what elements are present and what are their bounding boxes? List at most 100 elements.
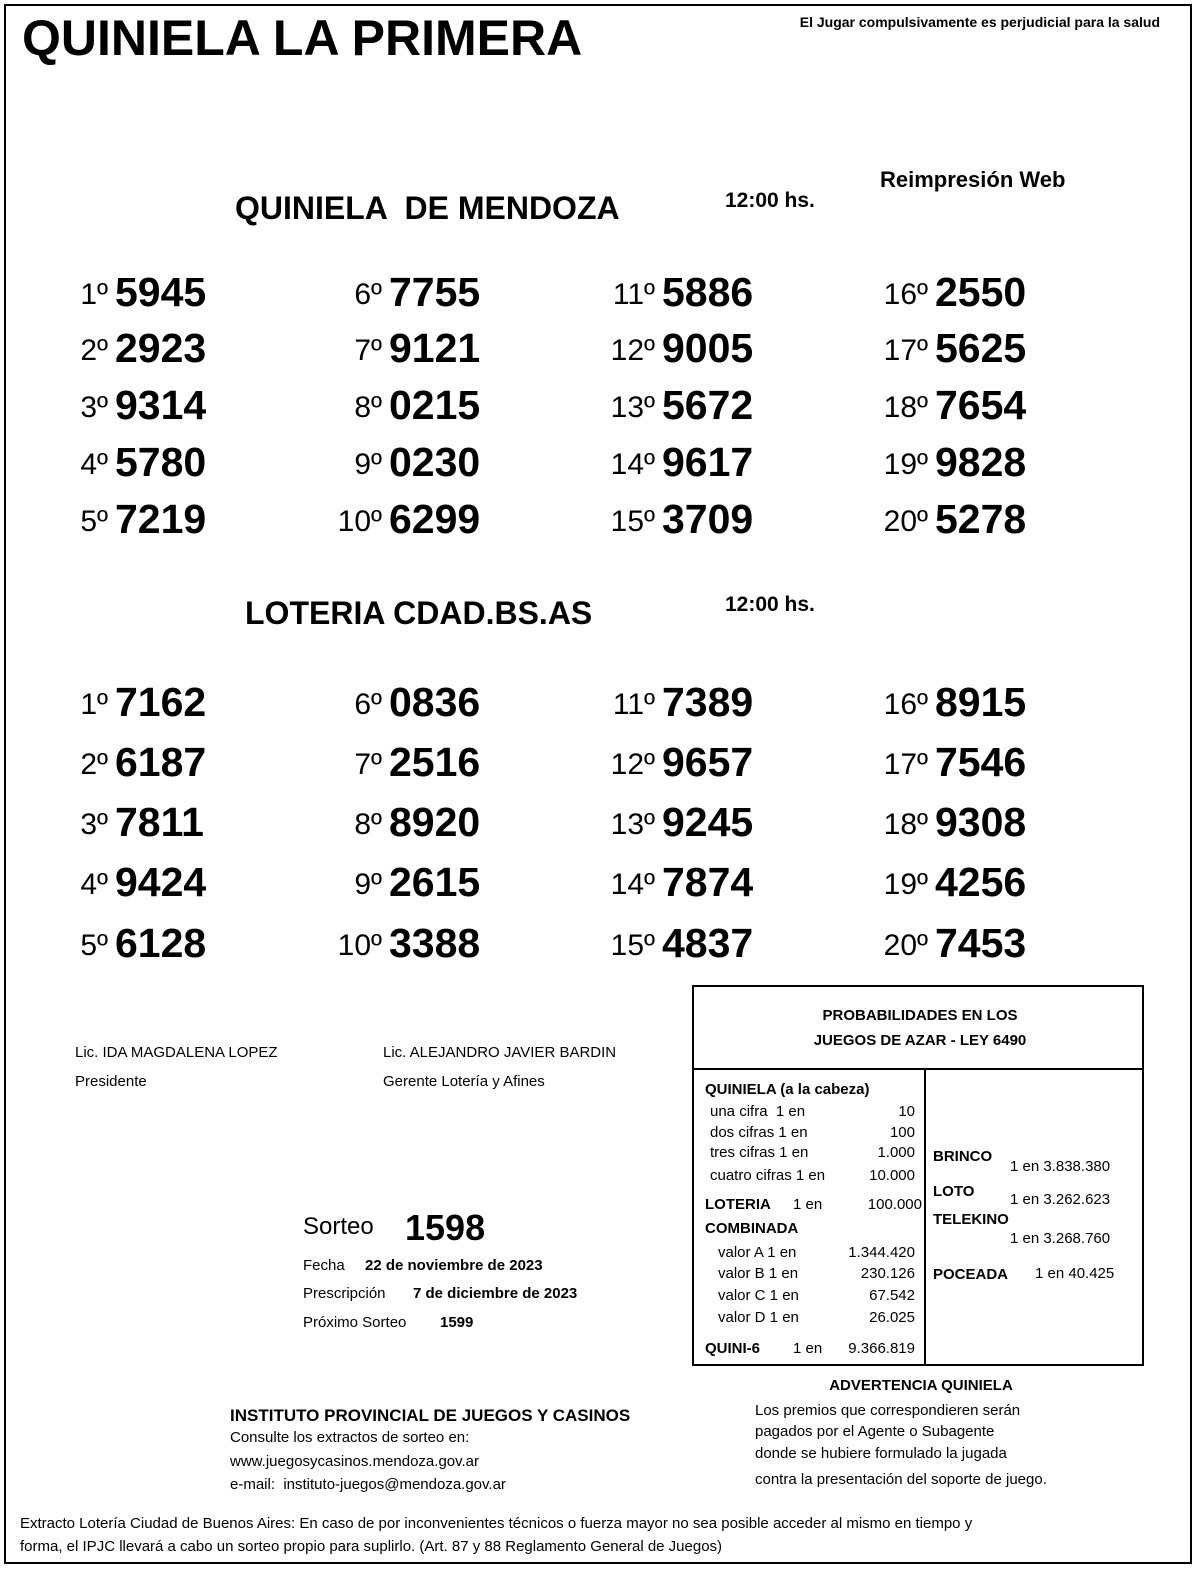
odds-value: 230.126 (860, 1265, 915, 1282)
probabilities-box (692, 985, 1144, 1366)
result-number: 5886 (662, 269, 754, 316)
result-position: 4º (80, 448, 108, 481)
result-number: 5945 (115, 269, 207, 316)
probabilities-title: JUEGOS DE AZAR - LEY 6490 (813, 1032, 1027, 1049)
result-number: 9245 (662, 799, 754, 846)
odds-value: 1 en 3.268.760 (1010, 1230, 1111, 1247)
date: 22 de noviembre de 2023 (365, 1257, 543, 1274)
result-number: 7389 (662, 679, 754, 726)
next-number: 1599 (440, 1314, 474, 1331)
result-number: 9308 (935, 799, 1027, 846)
result-number: 5625 (935, 325, 1027, 372)
result-position: 1º (80, 278, 108, 311)
game-label: BRINCO (933, 1148, 993, 1165)
odds-value: 10.000 (869, 1167, 915, 1184)
result-position: 20º (883, 929, 928, 962)
result-position: 17º (883, 334, 928, 367)
odds-label: tres cifras 1 en (710, 1144, 809, 1161)
institute-line: e-mail: instituto-juegos@mendoza.gov.ar (230, 1476, 506, 1493)
result-position: 18º (883, 808, 928, 841)
result-position: 16º (883, 278, 928, 311)
result-number: 0215 (389, 382, 481, 429)
result-number: 9424 (115, 859, 207, 906)
result-number: 0230 (389, 439, 481, 486)
footer-line: forma, el IPJC llevará a cabo un sorteo … (20, 1538, 723, 1555)
signature-role: Presidente (75, 1073, 147, 1090)
advertencia-line: pagados por el Agente o Subagente (755, 1423, 995, 1440)
result-number: 9828 (935, 439, 1027, 486)
odds-value: 1 en 3.838.380 (1010, 1158, 1111, 1175)
draw-name: QUINIELA DE MENDOZA (235, 189, 620, 226)
result-number: 2550 (935, 269, 1027, 316)
game-label: TELEKINO (933, 1211, 1009, 1228)
result-number: 7162 (115, 679, 207, 726)
result-position: 19º (883, 868, 928, 901)
page-border (4, 4, 1192, 1564)
result-number: 4837 (662, 920, 754, 967)
result-number: 0836 (389, 679, 481, 726)
result-position: 16º (883, 688, 928, 721)
result-position: 10º (337, 505, 382, 538)
sorteo-number: 1598 (405, 1207, 486, 1249)
odds-value: 1 en 3.262.623 (1010, 1191, 1111, 1208)
result-number: 7874 (662, 859, 754, 906)
result-position: 5º (80, 505, 108, 538)
odds-value: 1 en 40.425 (1035, 1265, 1115, 1282)
result-position: 13º (610, 808, 655, 841)
signature-name: Lic. IDA MAGDALENA LOPEZ (75, 1044, 278, 1061)
result-position: 3º (80, 391, 108, 424)
prescription-label: Prescripción (303, 1285, 386, 1302)
result-number: 4256 (935, 859, 1027, 906)
reprint-label: Reimpresión Web (880, 166, 1066, 192)
game-label: POCEADA (933, 1266, 1009, 1283)
odds-label: 1 en (793, 1196, 823, 1213)
institute-line: www.juegosycasinos.mendoza.gov.ar (230, 1453, 480, 1470)
odds-value: 100.000 (867, 1196, 922, 1213)
signature-name: Lic. ALEJANDRO JAVIER BARDIN (383, 1044, 617, 1061)
draw-time: 12:00 hs. (725, 593, 815, 617)
result-number: 5780 (115, 439, 207, 486)
result-position: 12º (610, 334, 655, 367)
result-position: 8º (354, 391, 382, 424)
result-position: 6º (354, 688, 382, 721)
institute-title: INSTITUTO PROVINCIAL DE JUEGOS Y CASINOS (230, 1405, 631, 1425)
result-position: 11º (612, 688, 655, 721)
game-label: QUINIELA (a la cabeza) (705, 1081, 870, 1098)
result-number: 6128 (115, 920, 207, 967)
game-label: LOTO (933, 1183, 975, 1200)
result-number: 3388 (389, 920, 481, 967)
result-position: 14º (610, 868, 655, 901)
result-position: 7º (354, 334, 382, 367)
result-number: 7755 (389, 269, 481, 316)
result-number: 7219 (115, 496, 207, 543)
advertencia-line: Los premios que correspondieren serán (755, 1402, 1021, 1419)
result-position: 17º (883, 748, 928, 781)
result-number: 7546 (935, 739, 1027, 786)
result-position: 8º (354, 808, 382, 841)
result-number: 9617 (662, 439, 754, 486)
result-number: 9314 (115, 382, 207, 429)
signature-role: Gerente Lotería y Afines (383, 1073, 545, 1090)
date-label: Fecha (303, 1257, 345, 1274)
result-position: 19º (883, 448, 928, 481)
odds-label: 1 en (793, 1340, 823, 1357)
result-position: 2º (80, 748, 108, 781)
odds-value: 67.542 (869, 1287, 915, 1304)
odds-value: 100 (889, 1124, 915, 1141)
result-number: 9005 (662, 325, 754, 372)
institute-line: Consulte los extractos de sorteo en: (230, 1429, 470, 1446)
advertencia-line: contra la presentación del soporte de ju… (755, 1471, 1047, 1488)
result-number: 3709 (662, 496, 754, 543)
result-position: 11º (612, 278, 655, 311)
result-position: 15º (610, 505, 655, 538)
result-position: 9º (354, 868, 382, 901)
title: QUINIELA LA PRIMERA (22, 10, 583, 66)
result-number: 7453 (935, 920, 1027, 967)
game-label: LOTERIA (705, 1196, 771, 1213)
odds-label: valor D 1 en (718, 1309, 799, 1326)
result-position: 20º (883, 505, 928, 538)
prescription: 7 de diciembre de 2023 (413, 1285, 578, 1302)
odds-label: una cifra 1 en (710, 1103, 806, 1120)
result-position: 3º (80, 808, 108, 841)
result-number: 7811 (115, 799, 204, 846)
